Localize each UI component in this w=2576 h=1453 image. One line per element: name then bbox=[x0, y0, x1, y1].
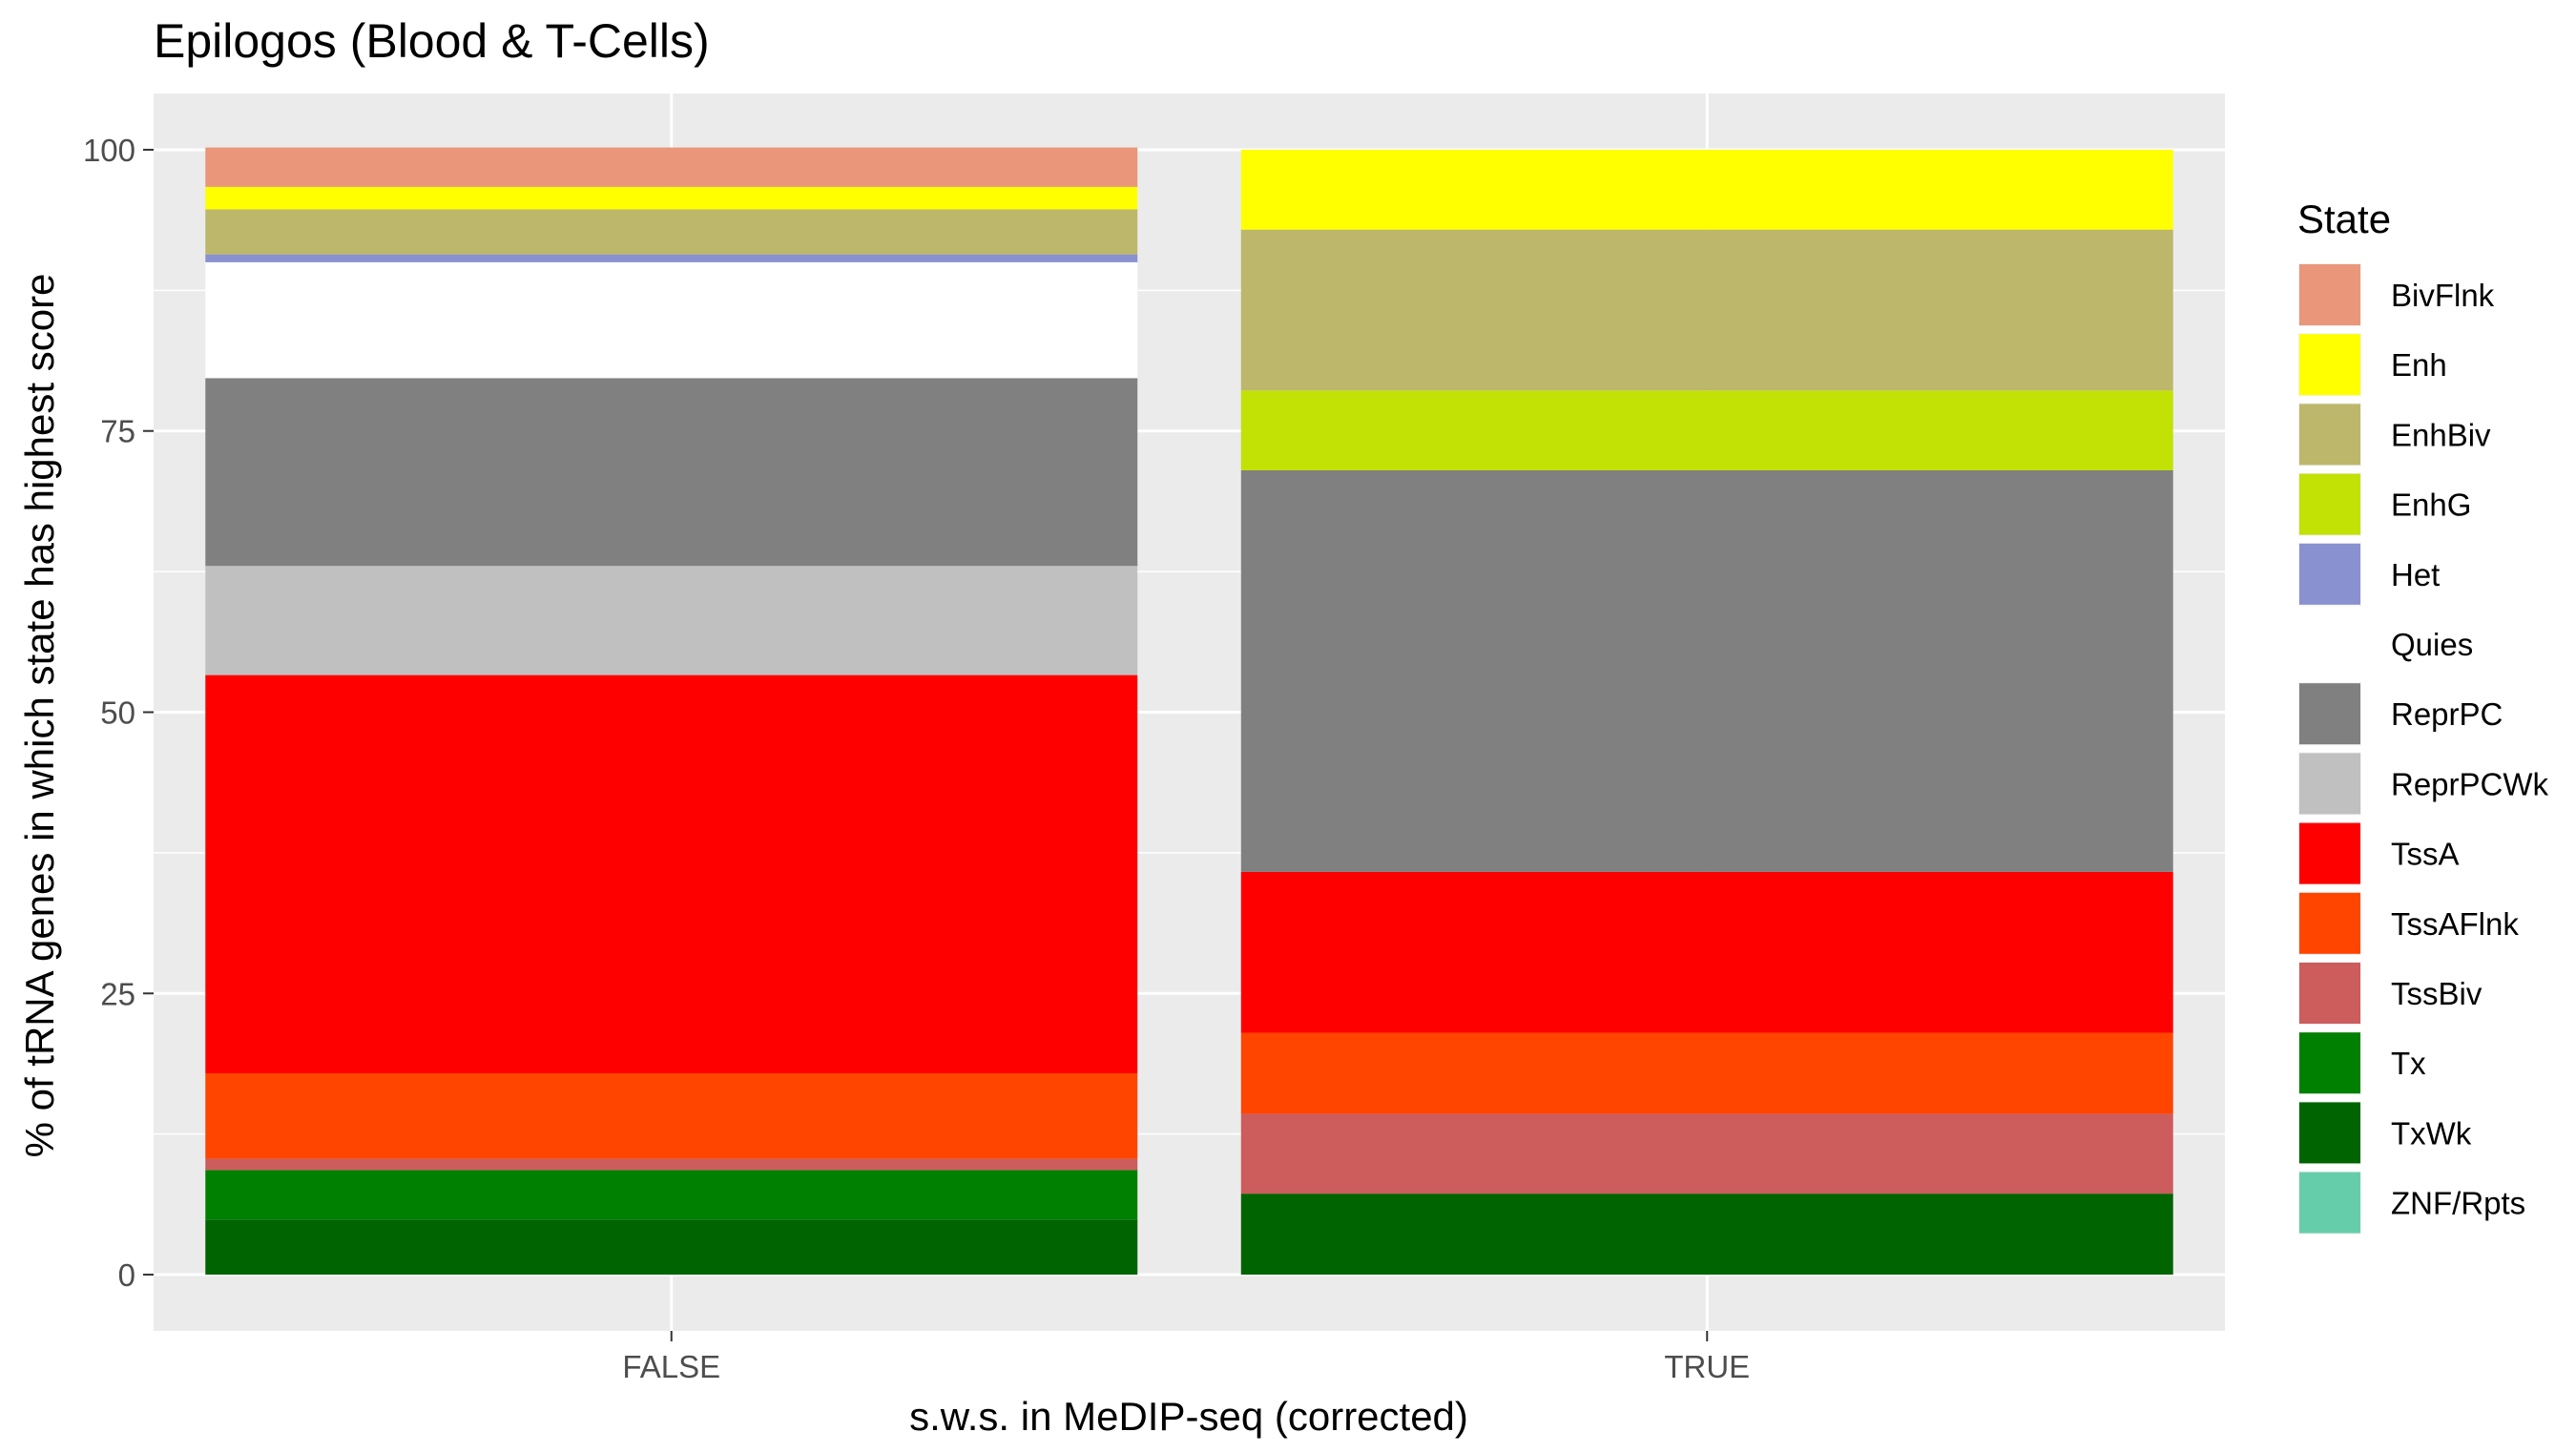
legend-swatch bbox=[2299, 543, 2360, 605]
chart-title: Epilogos (Blood & T-Cells) bbox=[154, 14, 710, 68]
x-axis-title: s.w.s. in MeDIP-seq (corrected) bbox=[909, 1394, 1468, 1439]
bar-segment bbox=[1240, 871, 2173, 1033]
bar-segment bbox=[205, 254, 1138, 262]
legend-label: ZNF/Rpts bbox=[2391, 1186, 2525, 1221]
legend-label: TxWk bbox=[2391, 1115, 2472, 1151]
bar-segment bbox=[205, 1219, 1138, 1276]
legend-swatch bbox=[2299, 892, 2360, 954]
legend-label: BivFlnk bbox=[2391, 278, 2495, 313]
x-axis: FALSE TRUE bbox=[622, 1331, 1750, 1384]
bar-segment bbox=[205, 566, 1138, 675]
legend-label: Enh bbox=[2391, 347, 2447, 383]
legend-swatch bbox=[2299, 1032, 2360, 1094]
y-tick-label: 25 bbox=[100, 976, 135, 1011]
legend-label: EnhBiv bbox=[2391, 417, 2491, 452]
legend-swatch bbox=[2299, 334, 2360, 396]
y-tick-label: 75 bbox=[100, 414, 135, 449]
bar-segment bbox=[205, 147, 1138, 187]
legend-label: TssAFlnk bbox=[2391, 906, 2519, 942]
legend-label: TssBiv bbox=[2391, 976, 2483, 1011]
legend-swatch bbox=[2299, 264, 2360, 325]
bars bbox=[205, 147, 2173, 1276]
bar-segment bbox=[1240, 469, 2173, 872]
y-axis-title: % of tRNA genes in which state has highe… bbox=[17, 274, 62, 1158]
legend-swatch bbox=[2299, 963, 2360, 1024]
bar-segment bbox=[205, 186, 1138, 210]
legend-label: Tx bbox=[2391, 1046, 2426, 1081]
bar-segment bbox=[205, 209, 1138, 255]
bar-segment bbox=[1240, 229, 2173, 391]
legend-swatch bbox=[2299, 1172, 2360, 1234]
bar-segment bbox=[1240, 149, 2173, 230]
legend-swatch bbox=[2299, 822, 2360, 884]
y-tick-label: 0 bbox=[118, 1257, 135, 1293]
x-tick-label: FALSE bbox=[622, 1349, 720, 1384]
legend-label: Het bbox=[2391, 557, 2440, 592]
bar-segment bbox=[205, 261, 1138, 379]
bar-segment bbox=[205, 675, 1138, 1073]
bar-segment bbox=[1240, 1113, 2173, 1194]
y-axis: 0 25 50 75 100 bbox=[83, 133, 154, 1293]
bar-segment bbox=[205, 1158, 1138, 1171]
legend-swatch bbox=[2299, 753, 2360, 815]
legend: State BivFlnk Enh EnhBiv EnhG Het Quies ReprPC… bbox=[2297, 197, 2549, 1235]
bar-segment bbox=[205, 1170, 1138, 1220]
bar-segment bbox=[205, 1072, 1138, 1159]
legend-label: ReprPC bbox=[2391, 696, 2503, 732]
bar-segment bbox=[1240, 1032, 2173, 1114]
legend-label: Quies bbox=[2391, 627, 2473, 662]
legend-swatch bbox=[2299, 1102, 2360, 1164]
bar-segment bbox=[1240, 1194, 2173, 1276]
legend-label: EnhG bbox=[2391, 488, 2471, 523]
legend-label: TssA bbox=[2391, 837, 2460, 872]
legend-swatch bbox=[2299, 683, 2360, 745]
bar-segment bbox=[1240, 390, 2173, 470]
legend-swatch bbox=[2299, 473, 2360, 535]
y-tick-label: 100 bbox=[83, 133, 135, 168]
legend-title: State bbox=[2297, 197, 2391, 241]
bar-segment bbox=[205, 378, 1138, 567]
x-tick-label: TRUE bbox=[1664, 1349, 1750, 1384]
y-tick-label: 50 bbox=[100, 695, 135, 731]
legend-swatch bbox=[2299, 613, 2360, 675]
legend-swatch bbox=[2299, 404, 2360, 466]
legend-label: ReprPCWk bbox=[2391, 766, 2549, 801]
